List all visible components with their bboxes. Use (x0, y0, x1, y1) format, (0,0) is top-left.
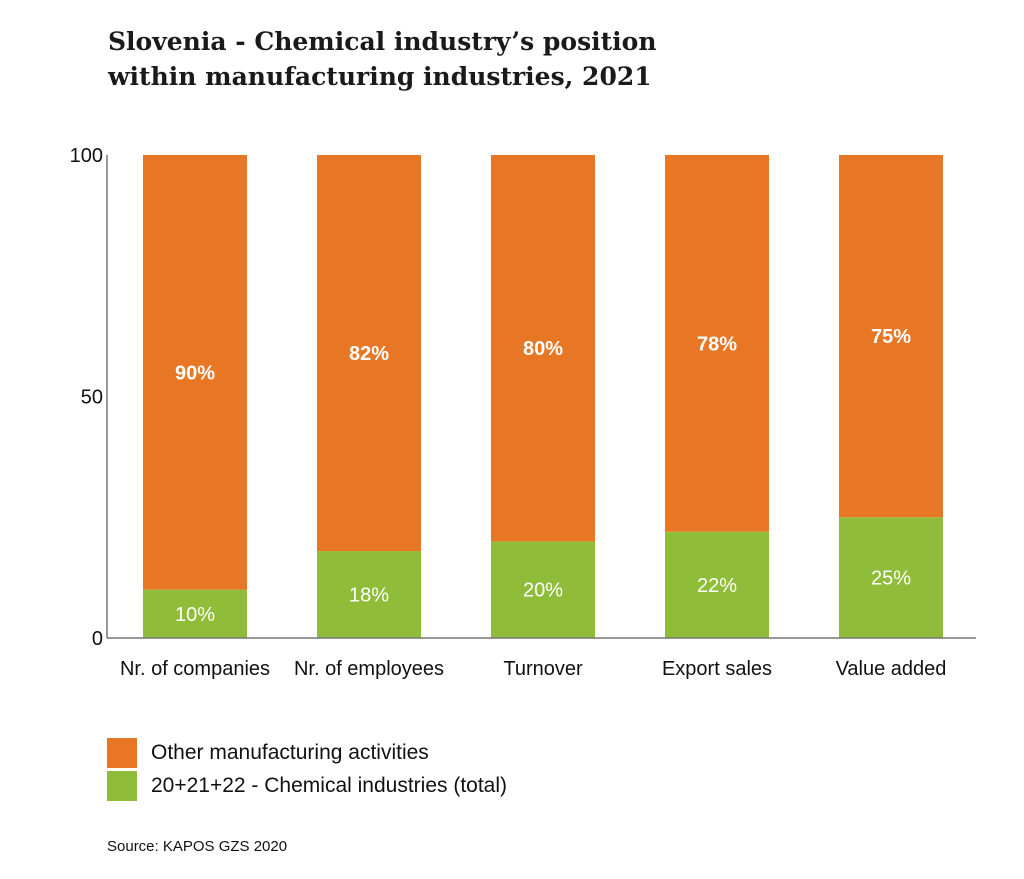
y-tick-label: 50 (81, 387, 103, 409)
bar-segment (665, 531, 769, 638)
y-tick-label: 0 (92, 628, 103, 650)
data-label: 10% (175, 604, 215, 626)
legend-item-chemical: 20+21+22 - Chemical industries (total) (107, 771, 507, 801)
source-note: Source: KAPOS GZS 2020 (107, 838, 288, 855)
bar-segment (143, 155, 247, 590)
x-tick-label: Nr. of companies (120, 658, 270, 680)
data-label: 20% (523, 580, 563, 602)
bar-segment (143, 589, 247, 638)
bar-segment (665, 155, 769, 532)
legend-label: Other manufacturing activities (151, 741, 429, 764)
chart-area: 10% 90% Nr. of companies 18% 82% Nr. of emplo… (70, 145, 976, 680)
x-tick-label: Export sales (662, 658, 772, 680)
bar-segment (491, 155, 595, 542)
data-label: 25% (871, 568, 911, 590)
legend-swatch-other (107, 738, 137, 768)
data-label: 82% (349, 343, 389, 365)
bar-segment (491, 541, 595, 638)
title-line-2: within manufacturing industries, 2021 (108, 62, 652, 91)
x-tick-label: Value added (836, 658, 947, 680)
data-label: 18% (349, 585, 389, 607)
bar-segment (839, 517, 943, 638)
data-label: 90% (175, 362, 215, 384)
data-label: 75% (871, 326, 911, 348)
title-line-1: Slovenia - Chemical industry’s position (108, 27, 657, 56)
legend-swatch-chemical (107, 771, 137, 801)
data-label: 78% (697, 333, 737, 355)
bar-segment (317, 551, 421, 638)
bar-segment (317, 155, 421, 552)
legend-item-other: Other manufacturing activities (107, 738, 429, 768)
data-label: 22% (697, 575, 737, 597)
legend-label: 20+21+22 - Chemical industries (total) (151, 774, 508, 797)
chart-title: Slovenia - Chemical industry’s position w… (108, 24, 657, 94)
bar-segment (839, 155, 943, 518)
x-tick-label: Nr. of employees (294, 658, 444, 680)
y-tick-label: 100 (70, 145, 103, 167)
data-label: 80% (523, 338, 563, 360)
x-tick-label: Turnover (503, 658, 583, 680)
